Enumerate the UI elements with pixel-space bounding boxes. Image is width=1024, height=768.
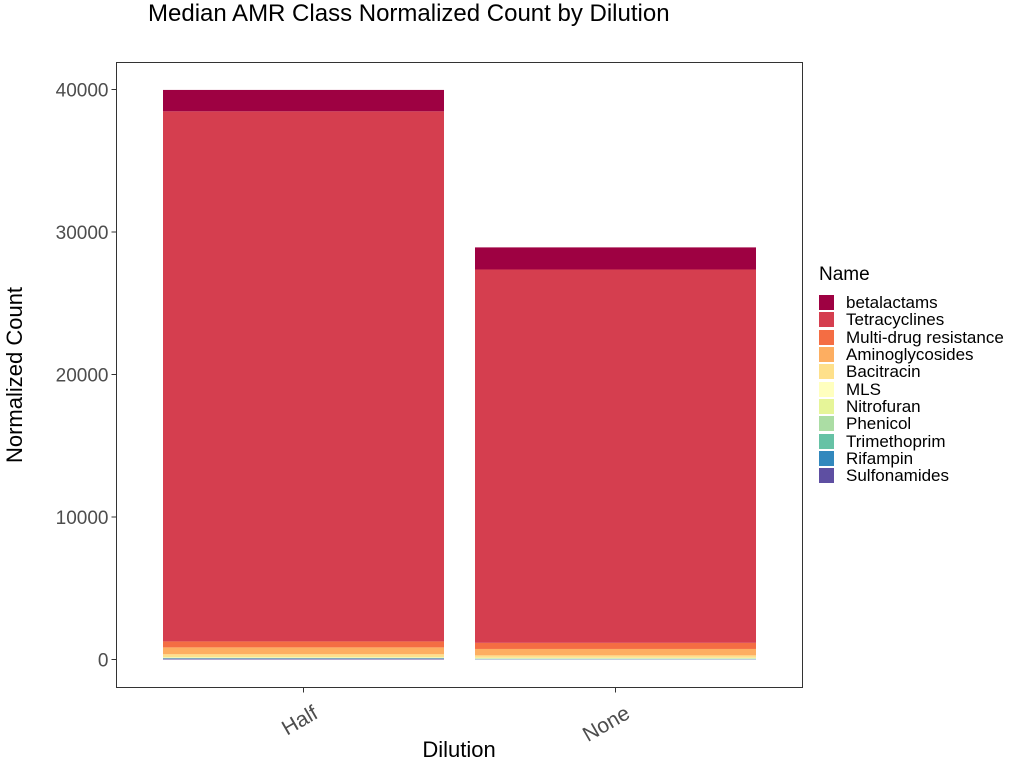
bar-segment-none-tetracyclines [475, 269, 756, 643]
legend-label: Nitrofuran [846, 396, 921, 416]
bar-segment-half-bacitracin [163, 654, 444, 658]
legend-label: Aminoglycosides [846, 345, 974, 365]
legend-label: Tetracyclines [846, 310, 945, 330]
legend-label: MLS [846, 379, 881, 399]
bar-segment-half-tetracyclines [163, 111, 444, 642]
legend-label: Trimethoprim [846, 431, 946, 451]
legend-swatch [819, 347, 834, 363]
y-tick-label: 30000 [56, 223, 109, 244]
legend-swatch [819, 450, 834, 466]
legend-item: Bacitracin [819, 363, 1004, 380]
bar-segment-none-aminoglycosides [475, 648, 756, 656]
legend-item: Sulfonamides [819, 467, 1004, 484]
bar-segment-half-multi-drug-resistance [163, 641, 444, 648]
legend-swatch [819, 295, 834, 311]
bar-segment-half-sulfonamides [163, 658, 444, 660]
chart-title: Median AMR Class Normalized Count by Dil… [148, 0, 670, 27]
x-axis-title: Dilution [422, 737, 495, 762]
y-tick-label: 20000 [56, 366, 109, 387]
legend-item: Trimethoprim [819, 431, 1004, 451]
bars-layer [163, 89, 756, 660]
legend-item: Aminoglycosides [819, 346, 1004, 363]
legend-item: Tetracyclines [819, 311, 1004, 328]
legend-label: Rifampin [846, 448, 914, 468]
x-tick-label-half: Half [278, 701, 322, 740]
legend-item: betalactams [819, 294, 1004, 311]
bar-segment-half-aminoglycosides [163, 647, 444, 655]
legend-swatch [819, 329, 834, 345]
bar-segment-half-betalactams [163, 89, 444, 112]
bar-segment-none-bacitracin [475, 655, 756, 658]
y-tick-label: 10000 [56, 508, 109, 529]
legend-title: Name [819, 264, 870, 285]
legend-label: Phenicol [846, 414, 912, 434]
legend-swatch [819, 468, 834, 484]
legend-swatch [819, 398, 834, 414]
legend-label: Bacitracin [846, 362, 921, 382]
legend-item: Nitrofuran [819, 398, 1004, 415]
bar-segment-none-betalactams [475, 247, 756, 270]
legend-swatch [819, 416, 834, 432]
y-tick-label: 40000 [56, 81, 109, 102]
legend-swatch [819, 364, 834, 380]
legend-label: betalactams [846, 293, 938, 313]
y-axis-title: Normalized Count [2, 287, 27, 463]
legend-item: Multi-drug resistance [819, 329, 1004, 346]
x-tick-label-none: None [579, 702, 634, 747]
legend-label: Sulfonamides [846, 466, 950, 486]
legend-item: MLS [819, 379, 1004, 399]
legend-item: Phenicol [819, 415, 1004, 432]
legend-swatch [819, 312, 834, 328]
legend-swatch [819, 433, 834, 449]
legend-swatch [819, 381, 834, 397]
legend-label: Multi-drug resistance [846, 327, 1004, 347]
y-tick-label: 0 [98, 651, 109, 672]
legend: Name betalactams Tetracyclines Multi-drug … [819, 264, 1004, 484]
bar-segment-none-multi-drug-resistance [475, 642, 756, 649]
legend-items: betalactams Tetracyclines Multi-drug resis… [819, 294, 1004, 484]
legend-item: Rifampin [819, 450, 1004, 467]
